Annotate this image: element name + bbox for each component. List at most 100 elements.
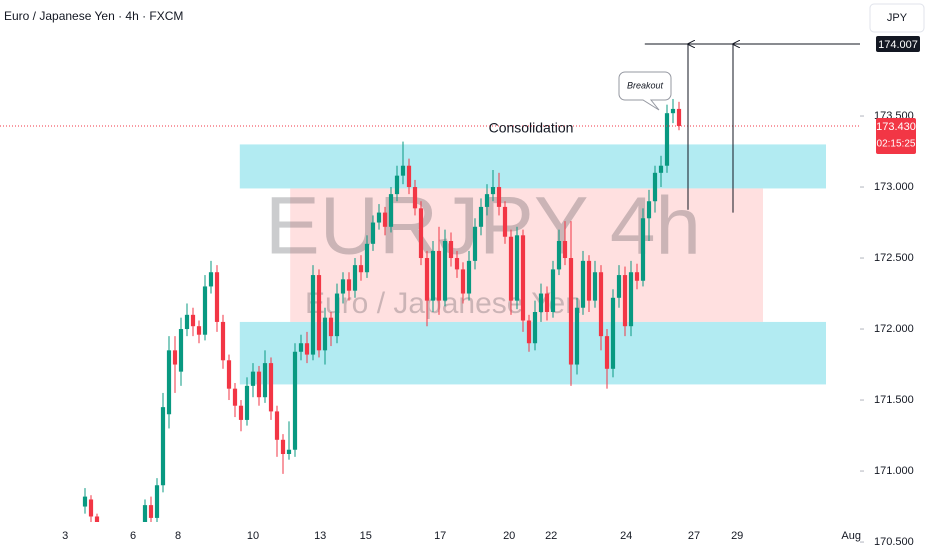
candle-body <box>310 275 316 355</box>
candle-body <box>208 272 214 287</box>
candle-body <box>190 314 196 327</box>
x-tick-label: 13 <box>314 530 326 542</box>
candle-body <box>358 265 364 273</box>
candle-body <box>664 113 670 166</box>
candle-body <box>334 293 340 337</box>
candle-body <box>670 108 676 114</box>
candle-body <box>598 272 604 337</box>
candle-body <box>592 272 598 301</box>
candle-body <box>88 499 94 517</box>
consolidation-label: Consolidation <box>489 120 574 136</box>
x-tick-label: 20 <box>503 530 515 542</box>
candle-body <box>490 187 496 195</box>
candle-body <box>172 350 178 365</box>
candle-body <box>520 235 526 321</box>
candle-body <box>460 269 466 294</box>
y-tick-label: 172.000 <box>874 323 914 335</box>
candle-body <box>148 505 154 518</box>
candle-body <box>454 258 460 270</box>
candle-body <box>328 317 334 337</box>
candle-body <box>178 329 184 372</box>
candle-body <box>436 250 442 301</box>
x-tick-label: 8 <box>175 530 181 542</box>
x-tick-label: 15 <box>360 530 372 542</box>
candle-body <box>382 212 388 227</box>
x-tick-label: 10 <box>247 530 259 542</box>
candle-body <box>574 307 580 365</box>
x-tick-label: 27 <box>688 530 700 542</box>
candle-body <box>532 311 538 344</box>
candle-body <box>250 371 256 386</box>
candle-body <box>442 240 448 301</box>
candle-body <box>496 187 502 207</box>
x-tick-label: 17 <box>434 530 446 542</box>
candle-body <box>154 485 160 518</box>
y-tick-label: 171.000 <box>874 465 914 477</box>
candle-body <box>556 240 562 270</box>
candle-body <box>274 411 280 440</box>
candle-body <box>586 260 592 301</box>
candle-body <box>316 275 322 351</box>
candle-body <box>646 201 652 219</box>
candle-body <box>418 208 424 259</box>
candle-body <box>268 363 274 412</box>
y-tick-label: 172.500 <box>874 252 914 264</box>
overlay <box>0 44 860 213</box>
candle-body <box>544 293 550 312</box>
candle-body <box>238 405 244 420</box>
y-tick-label: 170.500 <box>874 536 914 548</box>
last-price-box <box>876 117 916 154</box>
candle-body <box>568 258 574 365</box>
candle-body <box>280 439 286 455</box>
countdown: 02:15:25 <box>877 139 916 150</box>
x-tick-label: 29 <box>731 530 743 542</box>
candle-body <box>322 317 328 351</box>
zone <box>239 144 826 189</box>
candle-body <box>370 222 376 244</box>
y-tick-label: 171.500 <box>874 394 914 406</box>
candle-body <box>232 388 238 406</box>
candle-body <box>538 293 544 312</box>
last-price-label: 173.430 <box>876 121 916 133</box>
candle-body <box>406 165 412 188</box>
currency-box[interactable] <box>869 3 925 33</box>
candle-body <box>101 542 105 550</box>
breakout-label: Breakout <box>627 80 664 90</box>
x-tick-label: 22 <box>545 530 557 542</box>
candle-body <box>82 496 88 507</box>
candle-body <box>113 546 117 550</box>
candle-body <box>628 272 634 327</box>
candle-body <box>376 212 382 223</box>
candle-body <box>604 336 610 369</box>
currency[interactable]: JPY <box>887 12 908 24</box>
candle-body <box>562 240 568 259</box>
candle-body <box>400 165 406 176</box>
candle-body <box>478 206 484 227</box>
candle-body <box>514 235 520 301</box>
candles <box>82 98 682 550</box>
candle-body <box>508 236 514 301</box>
candle-body <box>610 297 616 369</box>
candle-body <box>137 539 141 550</box>
candle-body <box>466 260 472 294</box>
candle-body <box>424 258 430 301</box>
candle-body <box>676 108 682 126</box>
x-tick-label: 24 <box>620 530 632 542</box>
x-tick-label: 6 <box>130 530 136 542</box>
candle-body <box>160 407 166 486</box>
candle-body <box>652 172 658 202</box>
candle-body <box>214 272 220 322</box>
candle-body <box>286 449 292 455</box>
candle-body <box>166 350 172 415</box>
candle-body <box>388 194 394 227</box>
candle-body <box>244 385 250 420</box>
candle-body <box>125 535 129 549</box>
candle-body <box>107 546 111 550</box>
target-box <box>876 36 920 53</box>
candle-body <box>658 165 664 173</box>
candle-body <box>346 279 352 291</box>
candle-body <box>580 260 586 308</box>
candle-body <box>220 321 226 361</box>
y-tick-label: 173.000 <box>874 181 914 193</box>
